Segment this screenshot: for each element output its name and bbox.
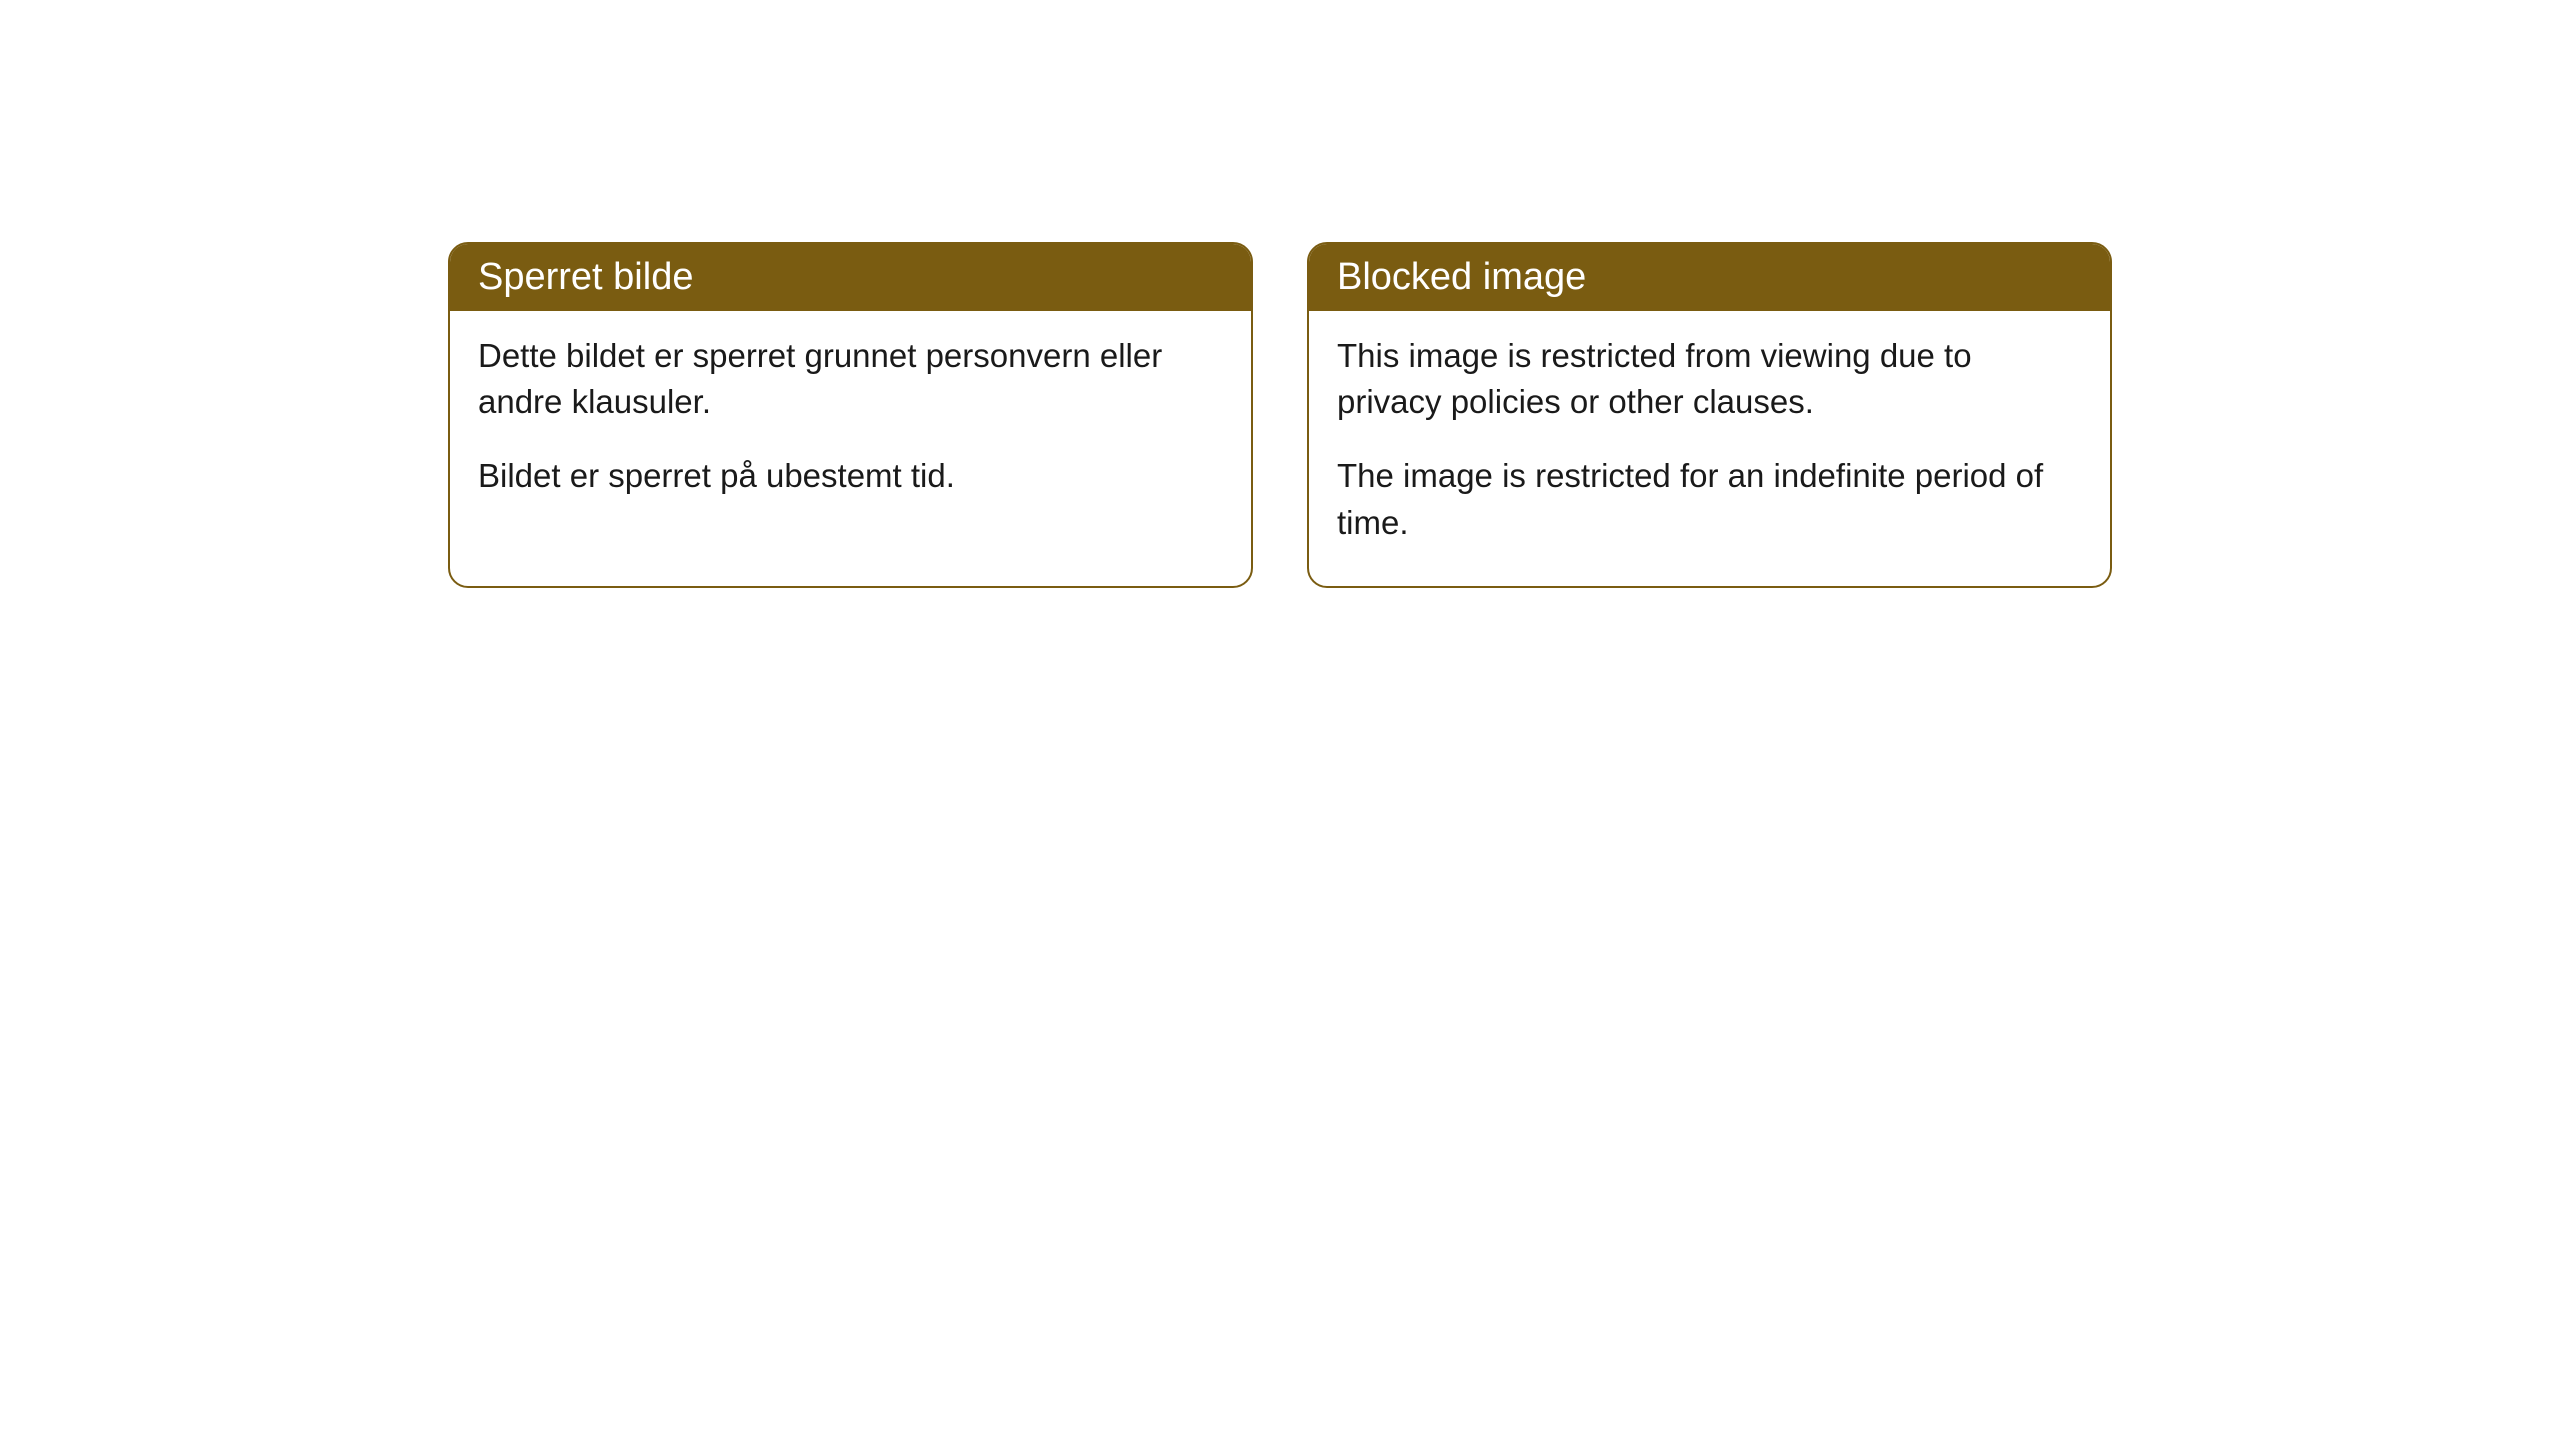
card-title: Blocked image [1337, 256, 1586, 298]
card-paragraph: The image is restricted for an indefinit… [1337, 453, 2082, 545]
card-paragraph: Bildet er sperret på ubestemt tid. [478, 453, 1223, 499]
card-header-english: Blocked image [1309, 244, 2110, 311]
card-title: Sperret bilde [478, 256, 693, 298]
card-body-norwegian: Dette bildet er sperret grunnet personve… [450, 311, 1251, 540]
card-paragraph: Dette bildet er sperret grunnet personve… [478, 333, 1223, 425]
card-header-norwegian: Sperret bilde [450, 244, 1251, 311]
cards-container: Sperret bilde Dette bildet er sperret gr… [448, 242, 2112, 588]
card-body-english: This image is restricted from viewing du… [1309, 311, 2110, 586]
card-norwegian: Sperret bilde Dette bildet er sperret gr… [448, 242, 1253, 588]
card-english: Blocked image This image is restricted f… [1307, 242, 2112, 588]
card-paragraph: This image is restricted from viewing du… [1337, 333, 2082, 425]
